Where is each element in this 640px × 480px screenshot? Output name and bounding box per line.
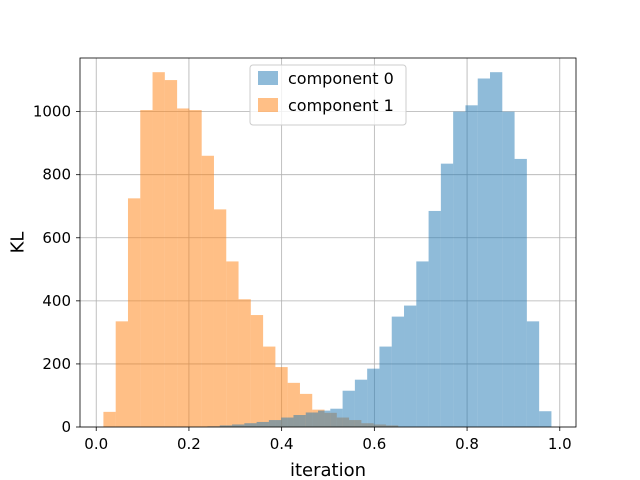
x-tick-label: 0.6 xyxy=(362,435,386,453)
component-1-bar xyxy=(238,299,251,427)
component-0-bar xyxy=(428,210,441,427)
component-1-bar xyxy=(275,367,288,427)
component-0-bar xyxy=(219,425,233,427)
component-1-bar xyxy=(189,110,202,428)
component-0-bar xyxy=(293,415,306,427)
component-1-bar xyxy=(263,346,276,427)
component-1-bar xyxy=(115,321,128,427)
component-0-bar xyxy=(244,423,257,427)
component-0-bar xyxy=(465,105,478,428)
component-0-bar xyxy=(330,408,343,427)
y-axis-label: KL xyxy=(8,232,29,254)
component-0-bar xyxy=(539,411,552,427)
component-1-bar xyxy=(140,110,153,428)
component-0-bar xyxy=(305,412,319,427)
y-tick-label: 1000 xyxy=(33,103,71,121)
component-0-bar xyxy=(440,163,454,427)
component-0-bar xyxy=(256,421,269,427)
component-0-bar xyxy=(453,111,466,427)
y-tick-label: 800 xyxy=(42,166,71,184)
x-tick-label: 1.0 xyxy=(548,435,572,453)
component-0-bar xyxy=(232,424,245,427)
component-1-bar xyxy=(250,315,264,427)
component-0-bar xyxy=(416,261,429,427)
component-0-bar xyxy=(502,111,515,427)
component-0-bars xyxy=(207,72,552,428)
component-1-bar xyxy=(127,198,141,427)
component-0-bar xyxy=(342,390,355,427)
component-0-bar xyxy=(526,321,540,427)
component-0-bar xyxy=(514,158,527,427)
plot-frame xyxy=(79,57,577,428)
component-0-bar xyxy=(318,410,331,427)
x-axis-label: iteration xyxy=(290,460,366,480)
component-0-bar xyxy=(477,78,491,427)
component-0-bar xyxy=(490,72,503,427)
component-0-bar xyxy=(379,346,392,427)
component-1-bar xyxy=(213,209,227,427)
component-1-bar xyxy=(103,411,116,427)
legend-box xyxy=(249,64,407,126)
y-tick-label: 400 xyxy=(42,292,71,310)
component-0-bar xyxy=(367,368,380,427)
component-1-bar xyxy=(152,72,165,427)
component-0-bar xyxy=(268,420,282,427)
legend-label-component-0: component 0 xyxy=(288,69,394,88)
component-1-bar xyxy=(201,155,214,427)
y-tick-label: 600 xyxy=(42,229,71,247)
x-tick-label: 0.0 xyxy=(84,435,108,453)
legend-swatch-component-0 xyxy=(258,71,278,85)
y-axis-ticks: 0 200 400 600 800 1000 xyxy=(33,103,80,436)
component-1-bar xyxy=(164,80,178,428)
y-tick-label: 0 xyxy=(61,418,71,436)
component-0-bar xyxy=(391,316,405,427)
legend-label-component-1: component 1 xyxy=(288,96,394,115)
x-tick-label: 0.4 xyxy=(270,435,294,453)
x-axis-ticks: 0.0 0.2 0.4 0.6 0.8 1.0 xyxy=(84,427,572,453)
x-tick-label: 0.2 xyxy=(177,435,201,453)
y-tick-label: 200 xyxy=(42,355,71,373)
component-1-bar xyxy=(226,261,239,427)
component-0-bar xyxy=(404,305,417,427)
component-1-bars xyxy=(103,72,399,428)
legend-swatch-component-1 xyxy=(258,98,278,112)
legend: component 0 component 1 xyxy=(249,64,407,126)
component-1-bar xyxy=(177,108,190,427)
component-0-bar xyxy=(354,379,368,427)
x-tick-label: 0.8 xyxy=(455,435,479,453)
component-0-bar xyxy=(281,417,294,427)
